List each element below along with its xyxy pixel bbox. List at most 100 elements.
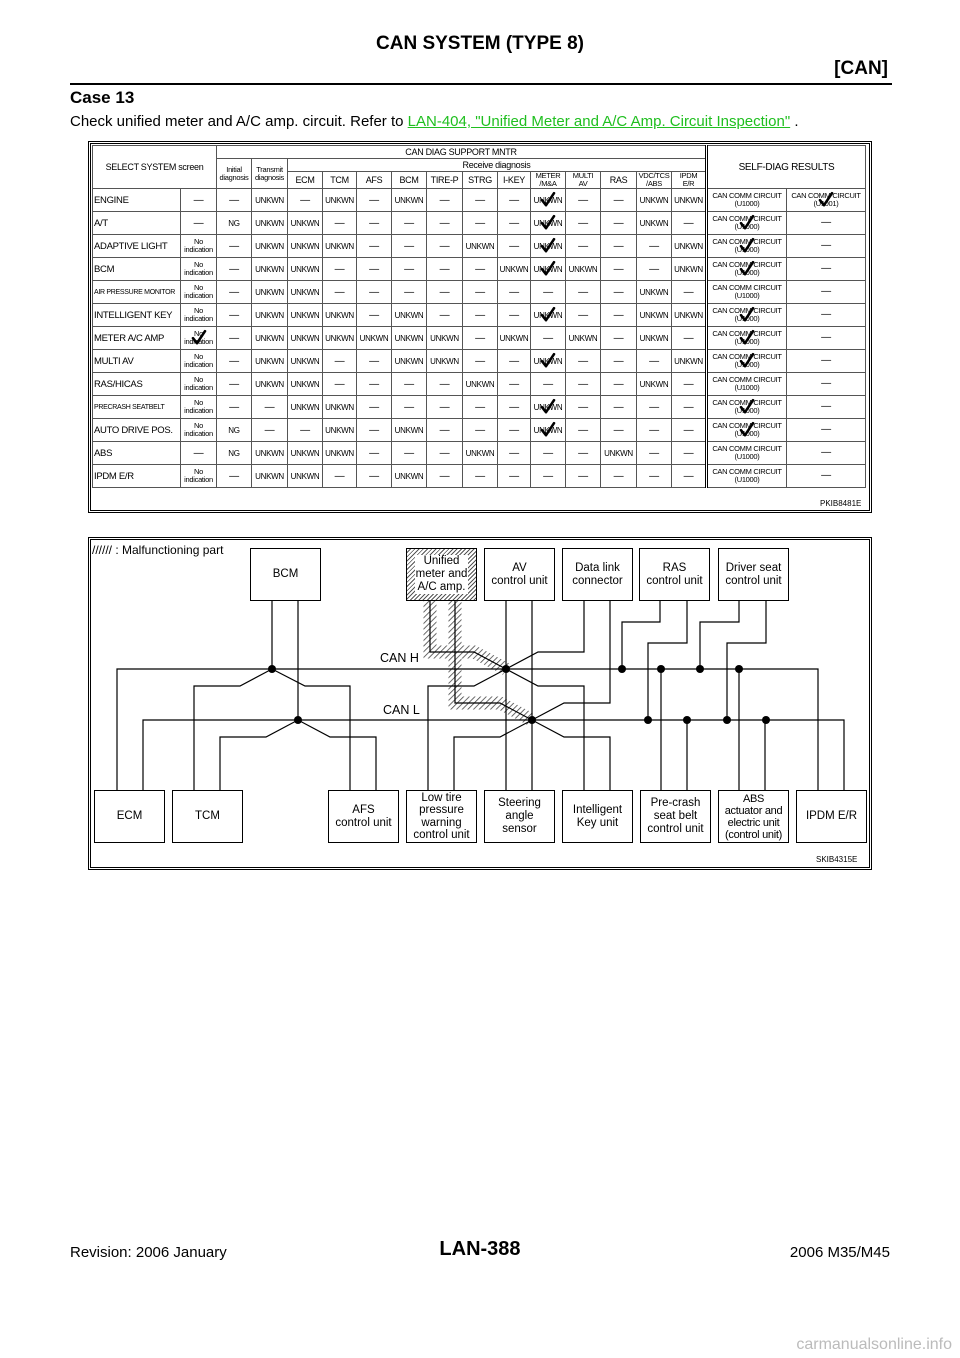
cell-value: — bbox=[229, 263, 239, 275]
cell-value: UNKWN bbox=[674, 195, 703, 205]
cell-value: — bbox=[683, 470, 694, 482]
cell-value: CAN COMM CIRCUIT (U1000) bbox=[712, 467, 782, 484]
cell-value: UNKWN bbox=[639, 195, 669, 205]
cell-value: UNKWN bbox=[674, 241, 703, 251]
cell-value: — bbox=[683, 401, 694, 413]
cell-value: — bbox=[229, 240, 239, 252]
diag-cell: — bbox=[322, 372, 357, 396]
cell-value: — bbox=[369, 240, 379, 252]
cell-value: NG bbox=[228, 425, 240, 435]
diag-cell: — bbox=[462, 211, 498, 235]
select-status-cell: No indication bbox=[180, 303, 217, 327]
diag-cell: — bbox=[426, 211, 463, 235]
cell-value: — bbox=[369, 217, 379, 229]
unit-label: Unified meter and A/C amp. bbox=[414, 555, 469, 594]
cell-value: — bbox=[509, 401, 519, 413]
cell-value: — bbox=[369, 194, 379, 206]
tcm-afs-can-l-branch bbox=[219, 719, 377, 790]
diag-cell: UNKWN bbox=[322, 188, 357, 212]
diag-cell: — bbox=[287, 188, 323, 212]
ras-wires bbox=[621, 601, 688, 720]
cell-value: — bbox=[649, 447, 659, 459]
cell-value: — bbox=[509, 217, 519, 229]
case-instruction: Check unified meter and A/C amp. circuit… bbox=[70, 113, 799, 130]
self-diag-header: SELF-DIAG RESULTS bbox=[705, 145, 866, 189]
diag-cell: — bbox=[600, 395, 637, 419]
cell-value: — bbox=[229, 286, 239, 298]
cell-value: — bbox=[509, 378, 519, 390]
self-diag-cell: CAN COMM CIRCUIT (U1000) bbox=[705, 234, 787, 258]
diag-cell: UNKWN bbox=[287, 441, 323, 465]
diag-cell: — bbox=[497, 441, 531, 465]
cell-value: — bbox=[649, 424, 659, 436]
cell-value: UNKWN bbox=[255, 333, 284, 343]
bcm-wires bbox=[271, 601, 299, 720]
cell-value: — bbox=[578, 194, 588, 206]
cell-value: — bbox=[369, 470, 379, 482]
self-diag-cell: CAN COMM CIRCUIT (U1000) bbox=[705, 349, 787, 373]
cell-value: — bbox=[649, 470, 659, 482]
diag-cell: NG bbox=[216, 418, 252, 442]
cell-value: — bbox=[683, 378, 694, 390]
tcm-afs-can-h-branch bbox=[193, 668, 351, 790]
cell-value: — bbox=[613, 240, 624, 252]
instruction-text: Check unified meter and A/C amp. circuit… bbox=[70, 113, 408, 130]
cell-value: — bbox=[578, 424, 588, 436]
cell-value: — bbox=[193, 194, 204, 206]
cell-value: — bbox=[649, 355, 659, 367]
diag-cell: — bbox=[391, 395, 427, 419]
cell-value: UNKWN bbox=[290, 379, 320, 389]
cell-value: — bbox=[264, 401, 275, 413]
diag-cell: — bbox=[600, 188, 637, 212]
cell-value: UNKWN bbox=[255, 264, 284, 274]
cell-value: UNKWN bbox=[639, 287, 669, 297]
diag-cell: UNKWN bbox=[391, 349, 427, 373]
diag-cell: — bbox=[462, 188, 498, 212]
splice-dots bbox=[268, 665, 770, 724]
cell-value: UNKWN bbox=[255, 356, 284, 366]
splice-dot bbox=[723, 716, 731, 724]
driver-seat-wires bbox=[699, 601, 767, 720]
self-diag-cell: CAN COMM CIRCUIT (U1000) bbox=[705, 441, 787, 465]
diag-cell: UNKWN bbox=[391, 418, 427, 442]
cell-value: — bbox=[229, 332, 239, 344]
cell-value: No indication bbox=[184, 306, 213, 323]
table-row: RAS/HICAS No indication — UNKWN UNKWN — — — — UNK… bbox=[92, 372, 866, 396]
cell-value: — bbox=[613, 263, 624, 275]
diag-cell: — bbox=[356, 372, 392, 396]
cell-value: UNKWN bbox=[430, 356, 459, 366]
self-diag-cell: — bbox=[786, 395, 866, 419]
cell-value: — bbox=[578, 286, 588, 298]
inspection-link[interactable]: LAN-404, "Unified Meter and A/C Amp. Cir… bbox=[407, 113, 791, 130]
diag-cell: — bbox=[356, 441, 392, 465]
cell-value: UNKWN bbox=[359, 333, 389, 343]
cell-value: — bbox=[369, 263, 379, 275]
initial-diagnosis-header: Initial diagnosis bbox=[216, 158, 252, 189]
cell-value: — bbox=[578, 355, 588, 367]
cell-value: — bbox=[543, 286, 553, 298]
diag-cell: — bbox=[636, 441, 672, 465]
unified-meter-wires bbox=[429, 601, 533, 721]
system-name: ABS bbox=[92, 441, 181, 465]
cell-value: — bbox=[509, 447, 519, 459]
cell-value: — bbox=[613, 332, 624, 344]
cell-value: UNKWN bbox=[674, 264, 703, 274]
cell-value: No indication bbox=[184, 375, 213, 392]
splice-dot bbox=[735, 665, 743, 673]
cell-value: — bbox=[543, 447, 553, 459]
cell-value: — bbox=[475, 401, 485, 413]
cell-value: — bbox=[821, 217, 831, 228]
diag-cell: — bbox=[600, 349, 637, 373]
cell-value: — bbox=[578, 309, 588, 321]
cell-value: UNKWN bbox=[255, 218, 284, 228]
cell-value: No indication bbox=[184, 398, 213, 415]
splice-dot bbox=[294, 716, 302, 724]
malfunction-legend: ////// : Malfunctioning part bbox=[92, 543, 224, 557]
diag-cell: — bbox=[497, 303, 531, 327]
instruction-end: . bbox=[790, 113, 799, 130]
splice-dot bbox=[683, 716, 691, 724]
cell-value: — bbox=[334, 217, 345, 229]
cell-value: — bbox=[613, 378, 624, 390]
cell-value: — bbox=[683, 332, 694, 344]
cell-value: — bbox=[578, 470, 588, 482]
